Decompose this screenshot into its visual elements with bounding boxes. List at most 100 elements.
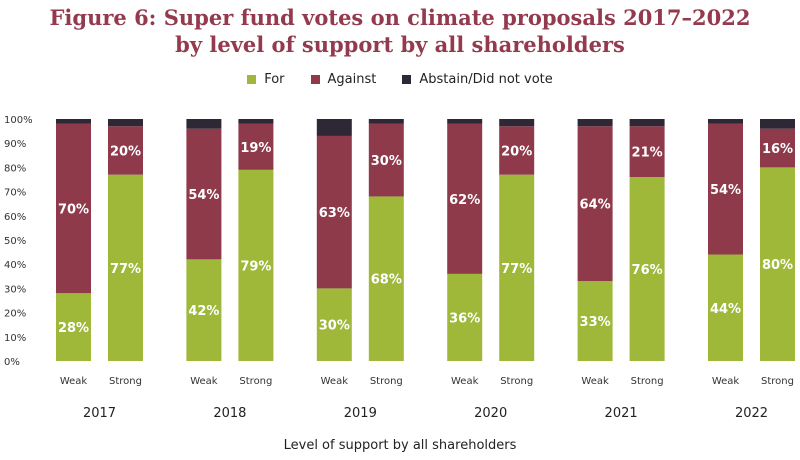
data-label: 42% bbox=[188, 304, 219, 319]
bar-segment-for bbox=[499, 174, 535, 361]
x-group-label: 2022 bbox=[735, 406, 768, 421]
y-tick-label: 20% bbox=[4, 309, 26, 320]
x-group-label: 2020 bbox=[474, 406, 507, 421]
bar-segment-against bbox=[708, 123, 743, 255]
x-subcategory-label: Strong bbox=[631, 376, 664, 387]
x-subcategory-label: Weak bbox=[60, 376, 88, 387]
bar-segment-abstain-did-not-vote bbox=[760, 119, 795, 129]
x-subcategory-label: Weak bbox=[581, 376, 609, 387]
x-subcategory-label: Strong bbox=[109, 376, 142, 387]
bar-segment-against bbox=[238, 123, 274, 170]
data-label: 20% bbox=[501, 144, 532, 159]
bar-segment-against bbox=[368, 123, 404, 197]
data-label: 33% bbox=[580, 315, 611, 330]
x-subcategory-label: Weak bbox=[712, 376, 740, 387]
bar-segment-abstain-did-not-vote bbox=[447, 119, 483, 124]
y-tick-label: 30% bbox=[4, 284, 26, 295]
bar-segment-against bbox=[108, 126, 143, 175]
bar-segment-abstain-did-not-vote bbox=[56, 119, 91, 124]
data-label: 21% bbox=[632, 146, 663, 161]
data-label: 16% bbox=[762, 142, 793, 157]
chart-title-line-1: Figure 6: Super fund votes on climate pr… bbox=[49, 5, 751, 30]
legend-swatch-for bbox=[247, 75, 257, 84]
bar-segment-abstain-did-not-vote bbox=[368, 119, 404, 124]
data-label: 54% bbox=[188, 188, 219, 203]
bar-segment-for bbox=[577, 281, 613, 361]
bar-segment-against bbox=[447, 123, 483, 274]
bar-segment-against bbox=[577, 126, 613, 282]
data-label: 28% bbox=[58, 321, 89, 336]
bar-segment-against bbox=[760, 128, 795, 168]
chart-legend: For Against Abstain/Did not vote bbox=[0, 72, 800, 87]
x-subcategory-label: Strong bbox=[761, 376, 794, 387]
x-group-label: 2017 bbox=[83, 406, 116, 421]
chart-title-line-2: by level of support by all shareholders bbox=[175, 32, 625, 57]
data-label: 30% bbox=[371, 154, 402, 169]
bar-segment-abstain-did-not-vote bbox=[186, 119, 222, 129]
bar-segment-abstain-did-not-vote bbox=[499, 119, 535, 127]
data-label: 76% bbox=[632, 263, 663, 278]
y-tick-label: 50% bbox=[4, 236, 26, 247]
y-tick-label: 40% bbox=[4, 260, 26, 271]
data-label: 80% bbox=[762, 258, 793, 273]
y-tick-label: 100% bbox=[4, 115, 33, 126]
data-label: 30% bbox=[319, 319, 350, 334]
x-subcategory-label: Weak bbox=[451, 376, 479, 387]
legend-item-against: Against bbox=[310, 72, 377, 87]
data-label: 77% bbox=[110, 262, 141, 277]
data-label: 36% bbox=[449, 311, 480, 326]
data-label: 77% bbox=[501, 262, 532, 277]
x-subcategory-label: Weak bbox=[321, 376, 349, 387]
legend-item-abstain: Abstain/Did not vote bbox=[402, 72, 553, 87]
legend-label-for: For bbox=[264, 72, 285, 87]
bar-segment-for bbox=[56, 293, 91, 361]
y-tick-label: 0% bbox=[4, 357, 20, 368]
data-label: 62% bbox=[449, 193, 480, 208]
bar-segment-against bbox=[316, 135, 352, 289]
y-tick-label: 60% bbox=[4, 212, 26, 223]
bar-segment-abstain-did-not-vote bbox=[108, 119, 143, 127]
legend-swatch-against bbox=[310, 75, 320, 84]
data-label: 79% bbox=[240, 259, 271, 274]
x-group-label: 2018 bbox=[213, 406, 246, 421]
y-tick-label: 80% bbox=[4, 163, 26, 174]
legend-label-against: Against bbox=[327, 72, 377, 87]
data-label: 70% bbox=[58, 203, 89, 218]
legend-label-abstain: Abstain/Did not vote bbox=[419, 72, 553, 87]
x-axis-title: Level of support by all shareholders bbox=[283, 438, 517, 453]
x-group-label: 2021 bbox=[605, 406, 638, 421]
data-label: 68% bbox=[371, 273, 402, 288]
y-tick-label: 90% bbox=[4, 139, 26, 150]
data-label: 54% bbox=[710, 183, 741, 198]
data-label: 20% bbox=[110, 144, 141, 159]
bar-segment-for bbox=[316, 288, 352, 361]
chart-title: Figure 6: Super fund votes on climate pr… bbox=[0, 4, 800, 58]
y-tick-label: 10% bbox=[4, 333, 26, 344]
legend-swatch-abstain bbox=[402, 75, 412, 84]
legend-item-for: For bbox=[247, 72, 285, 87]
data-label: 63% bbox=[319, 206, 350, 221]
bar-segment-against bbox=[629, 126, 665, 178]
bar-segment-for bbox=[760, 167, 795, 361]
x-subcategory-label: Strong bbox=[239, 376, 272, 387]
x-subcategory-label: Strong bbox=[370, 376, 403, 387]
bar-segment-for bbox=[108, 174, 143, 361]
bar-segment-against bbox=[186, 128, 222, 260]
bar-segment-abstain-did-not-vote bbox=[238, 119, 274, 124]
bar-segment-against bbox=[499, 126, 535, 175]
bar-segment-abstain-did-not-vote bbox=[577, 119, 613, 127]
bar-segment-abstain-did-not-vote bbox=[316, 119, 352, 136]
bar-segment-for bbox=[629, 177, 665, 361]
x-subcategory-label: Strong bbox=[500, 376, 533, 387]
bar-segment-abstain-did-not-vote bbox=[629, 119, 665, 127]
data-label: 44% bbox=[710, 302, 741, 317]
data-label: 64% bbox=[580, 198, 611, 213]
bar-segment-for bbox=[708, 254, 743, 361]
bar-segment-for bbox=[238, 169, 274, 361]
bar-segment-abstain-did-not-vote bbox=[708, 119, 743, 124]
bar-segment-for bbox=[447, 273, 483, 361]
x-subcategory-label: Weak bbox=[190, 376, 218, 387]
bar-segment-for bbox=[186, 259, 222, 361]
